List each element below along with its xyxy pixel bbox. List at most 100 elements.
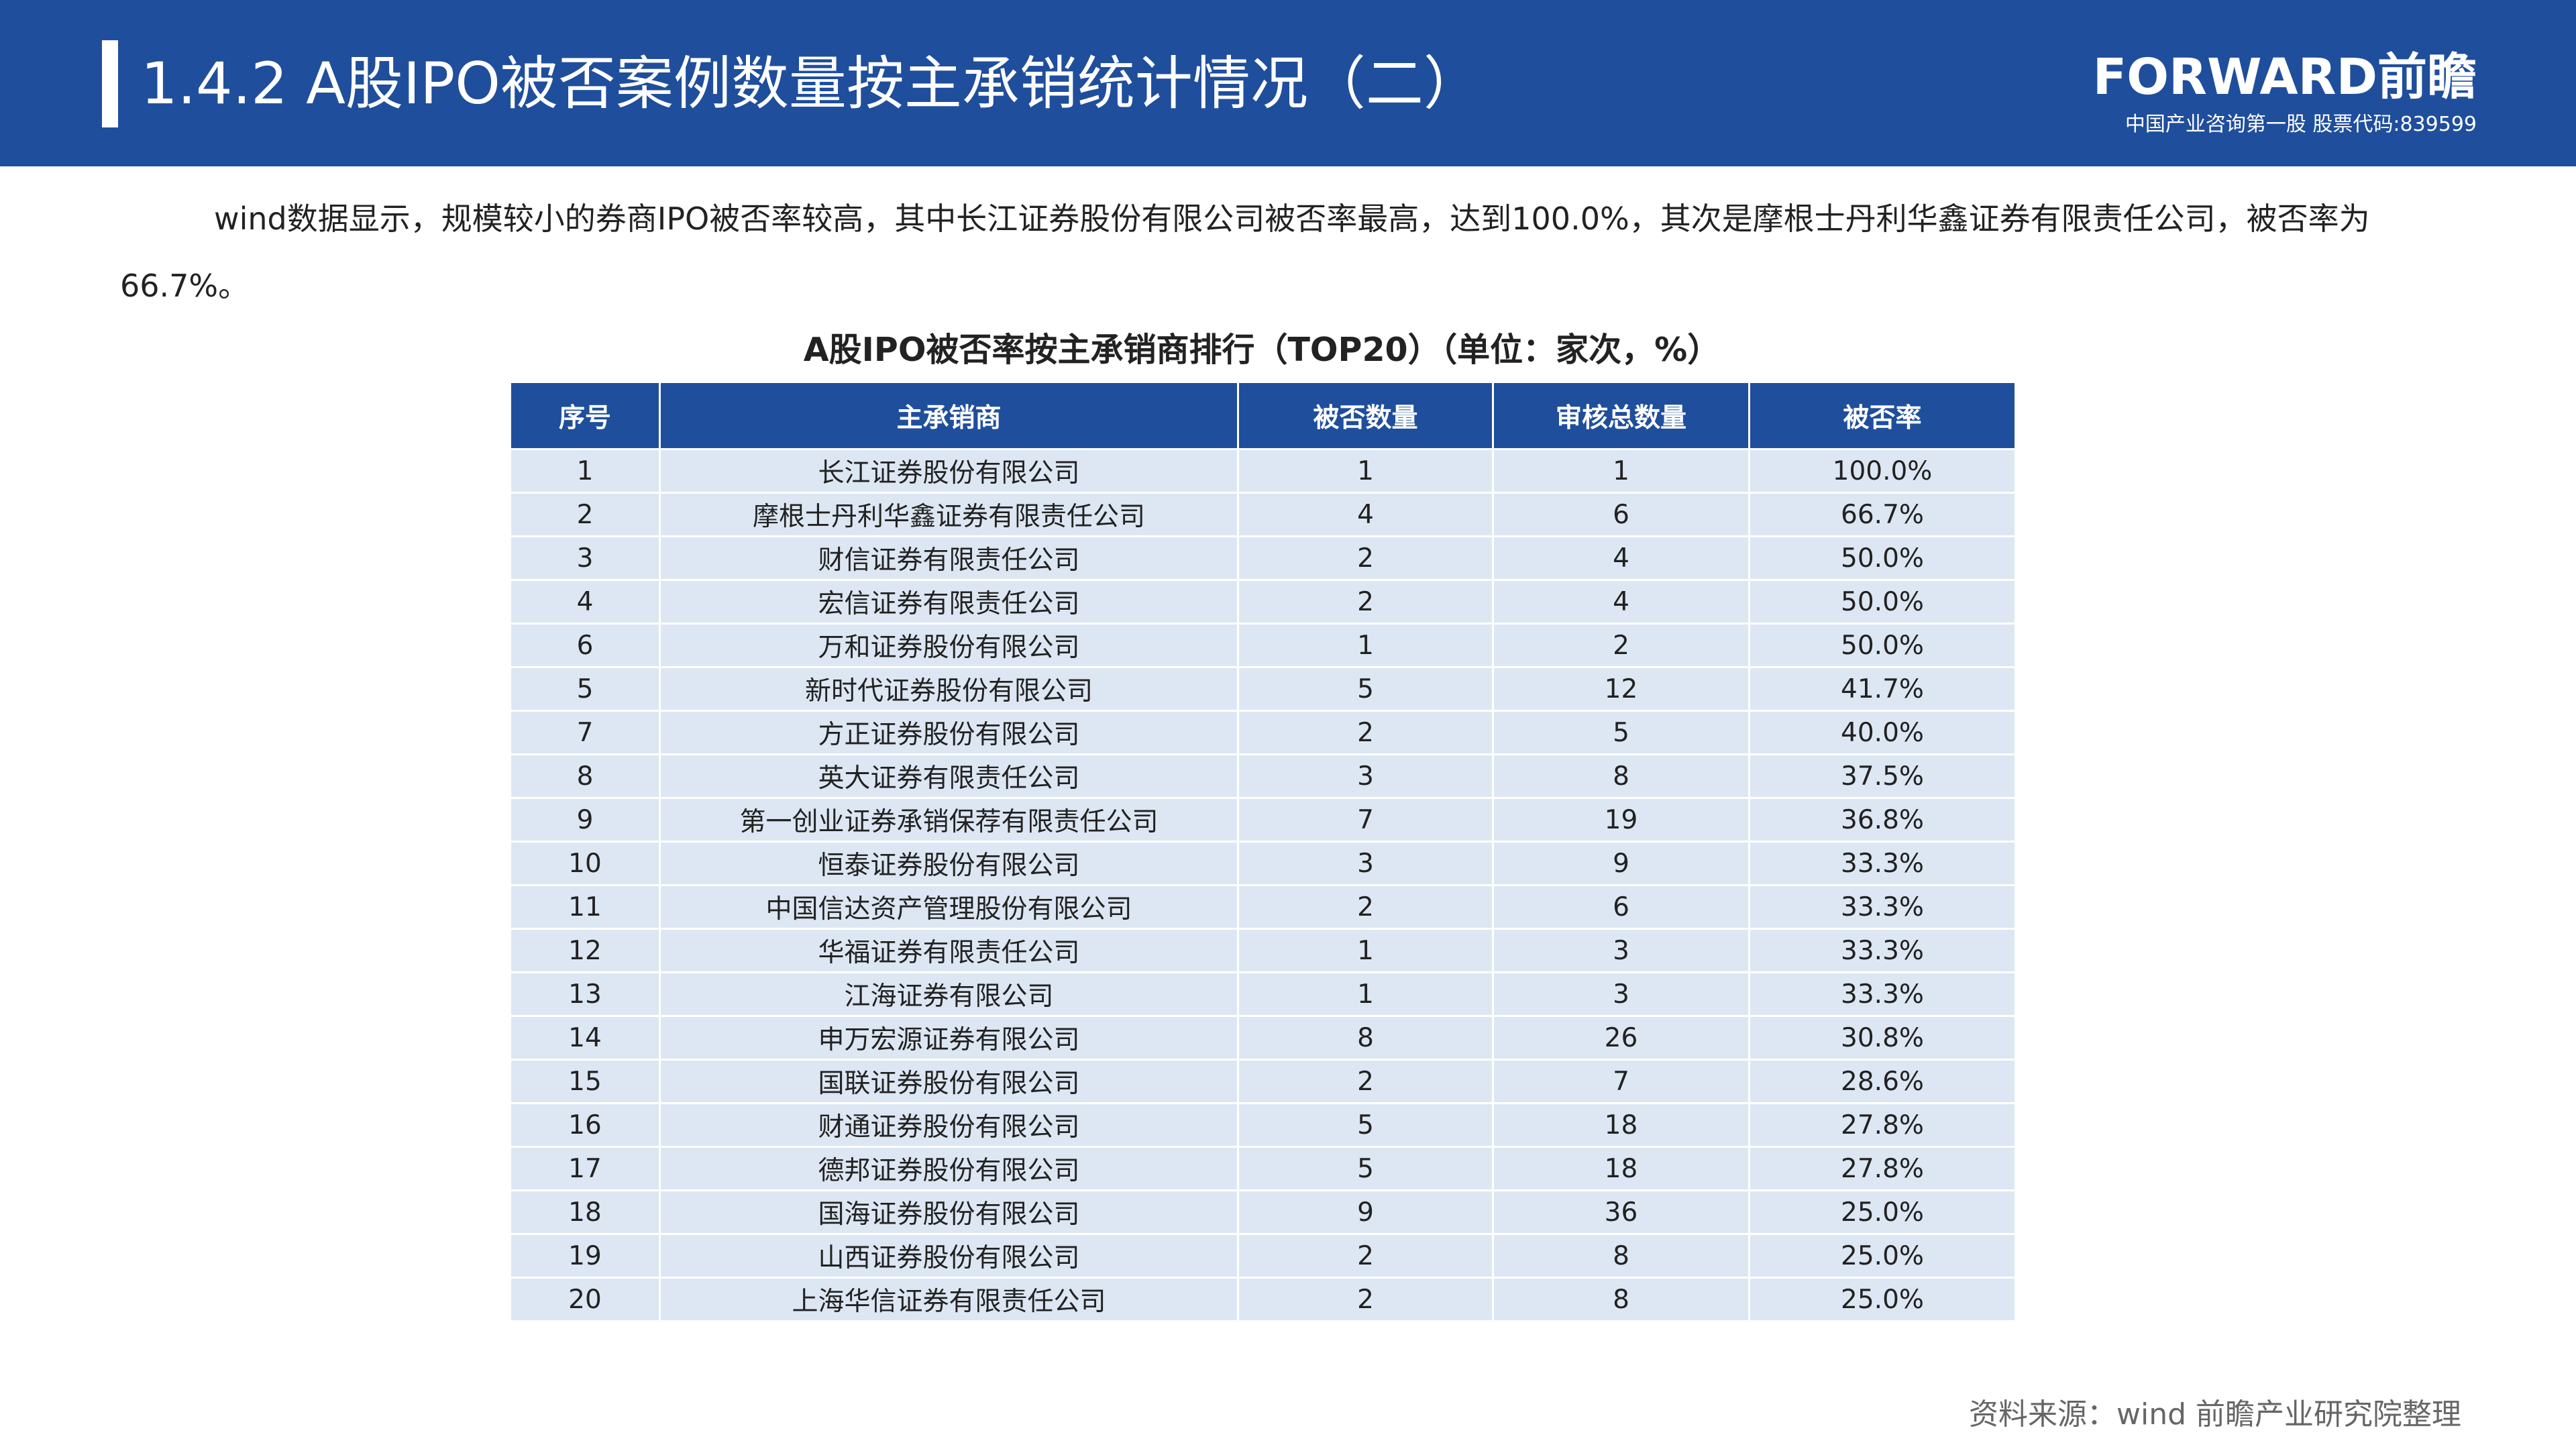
table-cell: 30.8% bbox=[1748, 1015, 2017, 1061]
table-cell: 万和证券股份有限公司 bbox=[659, 623, 1239, 668]
table-cell: 6 bbox=[1492, 492, 1750, 537]
table-row: 17 德邦证券股份有限公司 5 18 27.8% bbox=[509, 1146, 2017, 1191]
table-row: 18 国海证券股份有限公司 9 36 25.0% bbox=[509, 1189, 2017, 1235]
table-row: 15 国联证券股份有限公司 2 7 28.6% bbox=[509, 1059, 2017, 1104]
table-cell: 4 bbox=[1492, 579, 1750, 625]
column-header: 被否率 bbox=[1748, 381, 2017, 450]
table-cell: 14 bbox=[509, 1015, 661, 1061]
table-cell: 江海证券有限公司 bbox=[659, 971, 1239, 1017]
table-cell: 40.0% bbox=[1748, 710, 2017, 755]
table-cell: 华福证券有限责任公司 bbox=[659, 928, 1239, 973]
table-cell: 36.8% bbox=[1748, 797, 2017, 843]
table-cell: 4 bbox=[509, 579, 661, 625]
table-cell: 1 bbox=[1237, 928, 1494, 973]
table-row: 7 方正证券股份有限公司 2 5 40.0% bbox=[509, 710, 2017, 755]
logo: FORWARD前瞻 bbox=[2092, 48, 2477, 106]
table-cell: 9 bbox=[509, 797, 661, 843]
table-cell: 国联证券股份有限公司 bbox=[659, 1059, 1239, 1104]
table-cell: 7 bbox=[509, 710, 661, 755]
table-title: A股IPO被否率按主承销商排行（TOP20）（单位：家次，%） bbox=[803, 331, 1721, 369]
table-cell: 12 bbox=[1492, 666, 1750, 712]
table-cell: 1 bbox=[1492, 448, 1750, 494]
table-cell: 11 bbox=[509, 884, 661, 930]
table-cell: 19 bbox=[509, 1233, 661, 1279]
table-cell: 2 bbox=[1492, 623, 1750, 668]
table-cell: 8 bbox=[509, 753, 661, 799]
table-cell: 3 bbox=[1237, 841, 1494, 886]
table-cell: 4 bbox=[1492, 535, 1750, 581]
table: 序号 主承销商 被否数量 审核总数量 被否率 1 长江证券股份有限公司 1 1 100.0% 2 摩… bbox=[509, 381, 2017, 1322]
table-row: 13 江海证券有限公司 1 3 33.3% bbox=[509, 971, 2017, 1017]
table-cell: 25.0% bbox=[1748, 1277, 2017, 1322]
table-cell: 2 bbox=[1237, 710, 1494, 755]
paragraph: wind数据显示，规模较小的券商IPO被否率较高，其中长江证券股份有限公司被否率… bbox=[120, 201, 2370, 304]
table-row: 14 申万宏源证券有限公司 8 26 30.8% bbox=[509, 1015, 2017, 1061]
table-cell: 2 bbox=[509, 492, 661, 537]
table-cell: 9 bbox=[1237, 1189, 1494, 1235]
table-cell: 36 bbox=[1492, 1189, 1750, 1235]
table-cell: 1 bbox=[1237, 971, 1494, 1017]
header-bar: 1.4.2 A股IPO被否案例数量按主承销统计情况（二） FORWARD前瞻 中… bbox=[0, 0, 2576, 166]
table-cell: 申万宏源证券有限公司 bbox=[659, 1015, 1239, 1061]
table-cell: 3 bbox=[509, 535, 661, 581]
table-cell: 3 bbox=[1492, 971, 1750, 1017]
table-cell: 5 bbox=[1237, 1146, 1494, 1191]
table-cell: 33.3% bbox=[1748, 884, 2017, 930]
table-cell: 8 bbox=[1492, 1233, 1750, 1279]
table-cell: 7 bbox=[1492, 1059, 1750, 1104]
table-cell: 33.3% bbox=[1748, 971, 2017, 1017]
column-header: 序号 bbox=[509, 381, 661, 450]
table-cell: 8 bbox=[1237, 1015, 1494, 1061]
table-cell: 41.7% bbox=[1748, 666, 2017, 712]
table-cell: 财信证券有限责任公司 bbox=[659, 535, 1239, 581]
table-row: 4 宏信证券有限责任公司 2 4 50.0% bbox=[509, 579, 2017, 625]
table-row: 11 中国信达资产管理股份有限公司 2 6 33.3% bbox=[509, 884, 2017, 930]
table-cell: 1 bbox=[1237, 448, 1494, 494]
column-header: 主承销商 bbox=[659, 381, 1239, 450]
table-row: 1 长江证券股份有限公司 1 1 100.0% bbox=[509, 448, 2017, 494]
table-row: 6 万和证券股份有限公司 1 2 50.0% bbox=[509, 623, 2017, 668]
table-cell: 13 bbox=[509, 971, 661, 1017]
table-cell: 18 bbox=[1492, 1146, 1750, 1191]
table-cell: 第一创业证券承销保荐有限责任公司 bbox=[659, 797, 1239, 843]
table-row: 12 华福证券有限责任公司 1 3 33.3% bbox=[509, 928, 2017, 973]
table-cell: 5 bbox=[1237, 666, 1494, 712]
table-cell: 财通证券股份有限公司 bbox=[659, 1102, 1239, 1148]
table-row: 3 财信证券有限责任公司 2 4 50.0% bbox=[509, 535, 2017, 581]
source-note: 资料来源：wind 前瞻产业研究院整理 bbox=[1968, 1397, 2461, 1432]
table-cell: 摩根士丹利华鑫证券有限责任公司 bbox=[659, 492, 1239, 537]
logo-subtitle: 中国产业咨询第一股 股票代码:839599 bbox=[2125, 113, 2477, 136]
table-cell: 25.0% bbox=[1748, 1189, 2017, 1235]
table-cell: 28.6% bbox=[1748, 1059, 2017, 1104]
table-row: 8 英大证券有限责任公司 3 8 37.5% bbox=[509, 753, 2017, 799]
table-cell: 12 bbox=[509, 928, 661, 973]
table-cell: 5 bbox=[1492, 710, 1750, 755]
title-marker bbox=[102, 40, 118, 127]
table-cell: 25.0% bbox=[1748, 1233, 2017, 1279]
table-cell: 9 bbox=[1492, 841, 1750, 886]
table-cell: 17 bbox=[509, 1146, 661, 1191]
table-cell: 2 bbox=[1237, 1233, 1494, 1279]
table-cell: 2 bbox=[1237, 1059, 1494, 1104]
table-cell: 中国信达资产管理股份有限公司 bbox=[659, 884, 1239, 930]
table-cell: 英大证券有限责任公司 bbox=[659, 753, 1239, 799]
table-row: 20 上海华信证券有限责任公司 2 8 25.0% bbox=[509, 1277, 2017, 1322]
table-cell: 33.3% bbox=[1748, 928, 2017, 973]
table-cell: 100.0% bbox=[1748, 448, 2017, 494]
table-cell: 5 bbox=[1237, 1102, 1494, 1148]
table-cell: 50.0% bbox=[1748, 623, 2017, 668]
table-cell: 7 bbox=[1237, 797, 1494, 843]
table-cell: 50.0% bbox=[1748, 579, 2017, 625]
table-cell: 上海华信证券有限责任公司 bbox=[659, 1277, 1239, 1322]
table-cell: 1 bbox=[509, 448, 661, 494]
table-cell: 10 bbox=[509, 841, 661, 886]
table-cell: 长江证券股份有限公司 bbox=[659, 448, 1239, 494]
table-row: 19 山西证券股份有限公司 2 8 25.0% bbox=[509, 1233, 2017, 1279]
column-header: 审核总数量 bbox=[1492, 381, 1750, 450]
table-cell: 18 bbox=[509, 1189, 661, 1235]
table-row: 16 财通证券股份有限公司 5 18 27.8% bbox=[509, 1102, 2017, 1148]
table-cell: 26 bbox=[1492, 1015, 1750, 1061]
table-cell: 新时代证券股份有限公司 bbox=[659, 666, 1239, 712]
table-cell: 1 bbox=[1237, 623, 1494, 668]
